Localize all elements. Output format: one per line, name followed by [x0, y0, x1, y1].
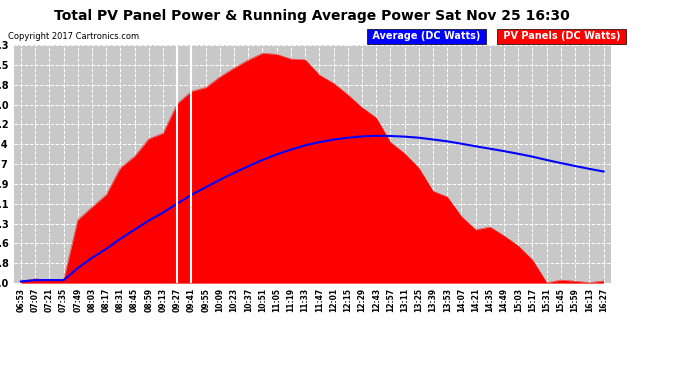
Title: Total PV Panel Power & Running Average Power Sat Nov 25 16:30: Total PV Panel Power & Running Average P…	[55, 9, 570, 23]
Text: Copyright 2017 Cartronics.com: Copyright 2017 Cartronics.com	[8, 32, 139, 41]
Text: Average (DC Watts): Average (DC Watts)	[369, 32, 484, 41]
Text: PV Panels (DC Watts): PV Panels (DC Watts)	[500, 32, 624, 41]
